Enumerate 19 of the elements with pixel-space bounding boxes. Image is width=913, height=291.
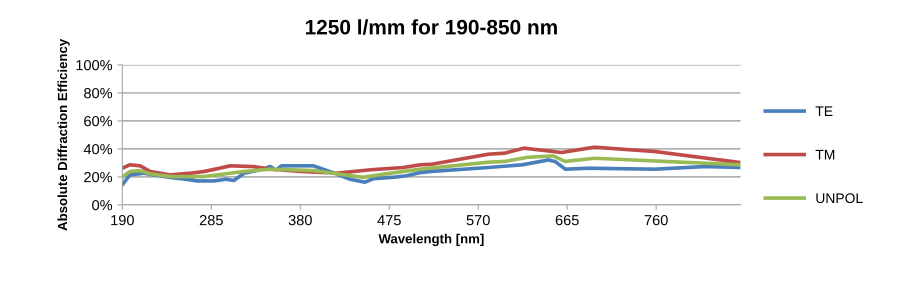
x-tick-label: 475	[377, 215, 401, 226]
x-tick-label: 570	[466, 214, 490, 226]
y-tick-label: 60%	[84, 116, 112, 126]
y-tick-label: 40%	[84, 144, 112, 154]
legend-label: TE	[816, 106, 832, 116]
legend-label: UNPOL	[816, 193, 863, 204]
x-tick-label: 380	[288, 214, 312, 226]
chart-title: 1250 l/mm for 190-850 nm	[306, 19, 557, 35]
x-tick-label: 190	[111, 214, 134, 226]
legend-label: TM	[816, 150, 834, 160]
y-tick-label: 100%	[76, 60, 112, 70]
x-axis-title: Wavelength [nm]	[378, 234, 484, 246]
x-tick-label: 760	[644, 214, 668, 226]
x-tick-label: 285	[200, 214, 223, 226]
y-tick-label: 20%	[84, 172, 112, 182]
x-tick-label: 665	[556, 214, 579, 226]
y-tick-label: 0%	[92, 200, 112, 210]
y-axis-title: Absolute Diffraction Efficiency	[57, 38, 70, 231]
y-tick-label: 80%	[84, 88, 112, 98]
